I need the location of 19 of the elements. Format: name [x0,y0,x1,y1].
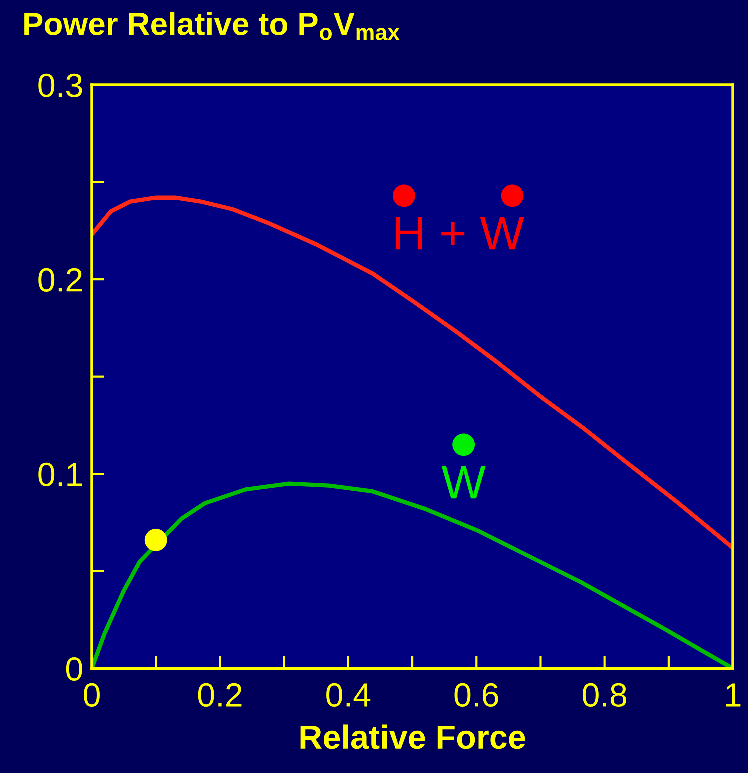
line-series [92,196,734,550]
x-axis-title: Relative Force [300,724,526,750]
x-tick-label: 0.8 [582,683,627,708]
x-tick-label: 0.2 [198,683,242,708]
point [501,184,524,208]
x-tick-label: 1 [726,684,741,707]
y-tick-label: 0.3 [38,74,82,98]
point [392,184,416,208]
x-tick-label: 0.6 [454,683,498,708]
point [452,434,476,456]
x-tick-label: 0.4 [326,683,371,708]
y-tick-label: 0.1 [38,462,82,487]
x-tick-label: 0 [84,683,100,708]
series-label: W [442,466,486,499]
series-label: H + W [396,217,524,250]
y-tick-label: 0 [66,657,82,682]
point [144,529,168,552]
chart-title: Power Relative to P$_{o}$V$_{max}$ [24,12,400,40]
y-tick-label: 0.2 [38,268,82,292]
